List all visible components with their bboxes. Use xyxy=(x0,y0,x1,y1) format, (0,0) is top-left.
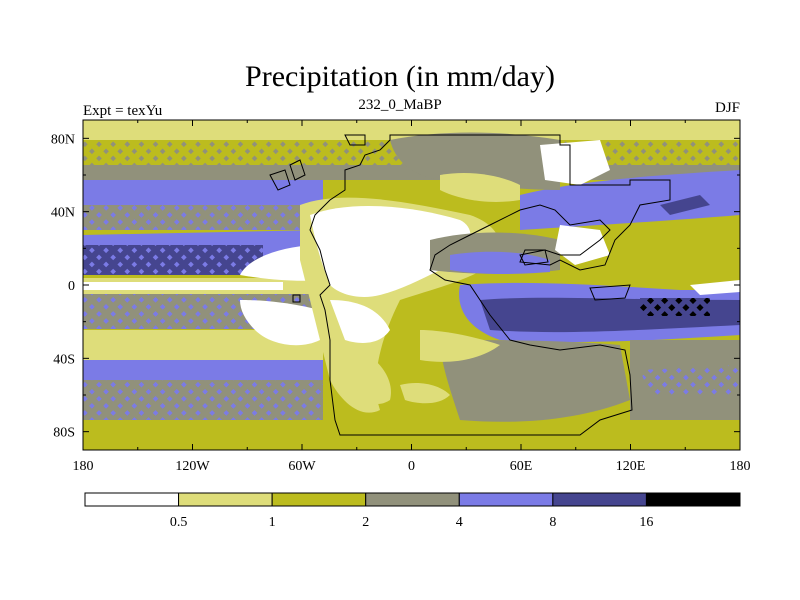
colorbar-label: 4 xyxy=(456,515,463,530)
colorbar-label: 2 xyxy=(362,515,369,530)
lon-tick-label: 120E xyxy=(616,459,646,474)
colorbar-label: 16 xyxy=(639,515,653,530)
lon-tick-label: 60E xyxy=(510,459,533,474)
colorbar-labels: 0.5 1 2 4 8 16 xyxy=(170,515,654,530)
colorbar-swatch xyxy=(365,492,460,507)
axis-labels: 180 120W 60W 0 60E 120E 180 80N 40N 0 40S 80S xyxy=(51,132,751,474)
lon-tick-label: 180 xyxy=(730,459,751,474)
lat-tick-label: 80S xyxy=(53,426,75,441)
colorbar-label: 8 xyxy=(549,515,556,530)
map-title: Precipitation (in mm/day) xyxy=(245,60,555,93)
colorbar-swatch xyxy=(271,492,367,507)
colorbar-swatch xyxy=(458,492,554,507)
precipitation-field xyxy=(83,120,740,450)
lat-tick-label: 80N xyxy=(51,132,75,147)
lon-tick-label: 120W xyxy=(175,459,210,474)
experiment-label: Expt = texYu xyxy=(83,103,163,119)
colorbar-swatch xyxy=(178,492,273,507)
lat-tick-label: 40N xyxy=(51,206,75,221)
period-label: 232_0_MaBP xyxy=(358,97,442,113)
colorbar-swatch xyxy=(645,492,741,507)
lon-tick-label: 180 xyxy=(73,459,94,474)
lon-tick-label: 60W xyxy=(288,459,316,474)
season-label: DJF xyxy=(714,100,740,116)
colorbar xyxy=(84,492,741,507)
colorbar-swatch xyxy=(552,492,647,507)
axis-ticks xyxy=(82,120,741,450)
colorbar-label: 1 xyxy=(269,515,276,530)
lon-tick-label: 0 xyxy=(408,459,415,474)
colorbar-label: 0.5 xyxy=(170,515,188,530)
lat-tick-label: 0 xyxy=(68,279,75,294)
colorbar-swatch xyxy=(84,492,180,507)
lat-tick-label: 40S xyxy=(53,352,75,367)
coastline xyxy=(269,134,671,436)
